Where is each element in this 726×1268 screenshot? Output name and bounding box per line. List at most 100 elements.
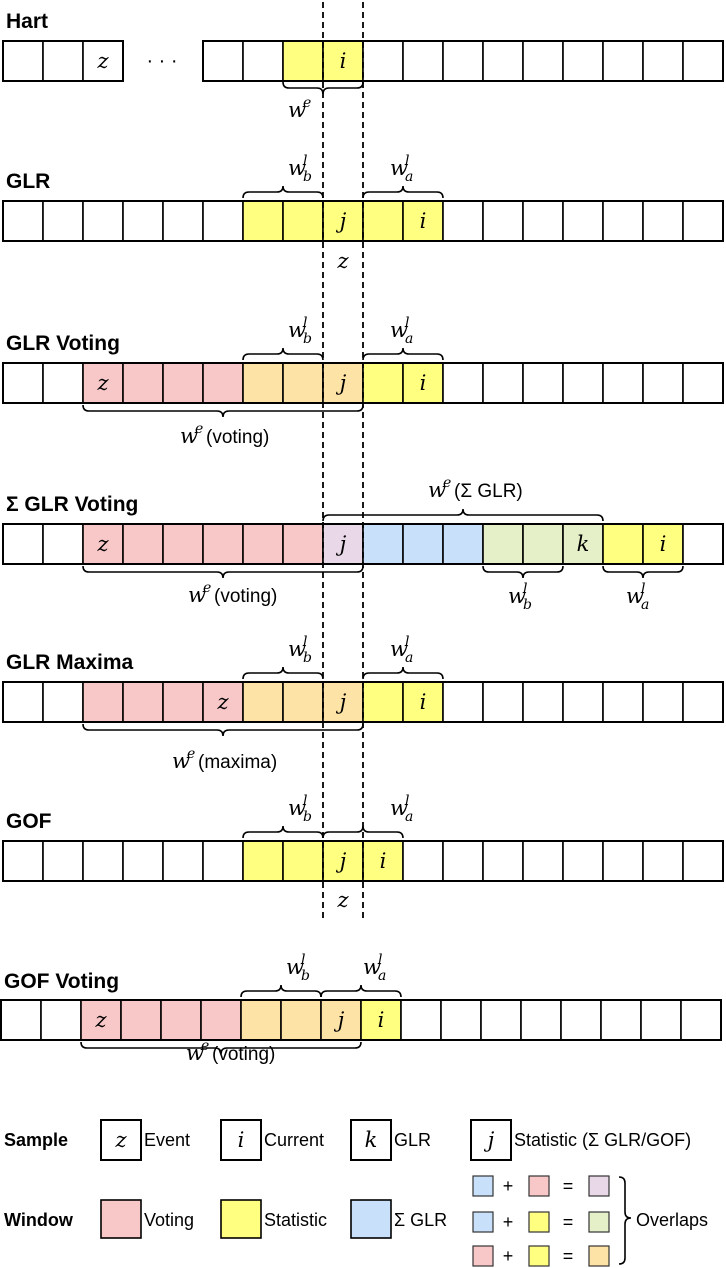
row-frame (2, 40, 124, 82)
brace-label-main: w (286, 955, 304, 979)
legend-window-swatch (220, 1199, 262, 1239)
legend-sample-box (220, 1119, 262, 1161)
window-cell (82, 681, 124, 723)
brace-label-sup: e (443, 475, 451, 491)
window-cell (162, 681, 204, 723)
window-cell (602, 523, 644, 565)
window-cell (562, 840, 604, 882)
brace-label-sub: a (405, 650, 413, 666)
window-brace (242, 825, 324, 839)
brace-label-sub: a (405, 809, 413, 825)
legend-sample-symbol: i (238, 1128, 245, 1152)
window-cell (122, 200, 164, 242)
brace-label-main: w (428, 478, 446, 502)
window-cell (42, 523, 84, 565)
legend-window-label: Σ GLR (394, 1210, 447, 1230)
window-cell (120, 999, 162, 1041)
brace-label-sup: l (303, 153, 307, 169)
sample-symbol-z: z (96, 371, 109, 395)
window-cell (562, 200, 604, 242)
window-cell (162, 840, 204, 882)
brace-label-sub: b (523, 597, 532, 613)
window-brace (82, 404, 364, 418)
window-cell (282, 362, 324, 404)
brace-label-sup: l (301, 952, 305, 968)
window-cell (282, 523, 324, 565)
row-title: GLR (6, 170, 50, 193)
event-marker-z: z (336, 249, 349, 273)
window-cell (602, 362, 644, 404)
window-cell (602, 681, 644, 723)
window-cell (42, 681, 84, 723)
window-label: we (voting) (180, 421, 269, 448)
window-brace (362, 666, 444, 680)
window-cell (522, 40, 564, 82)
overlap-swatch-b (528, 1175, 550, 1197)
window-cell (122, 681, 164, 723)
window-cell (522, 200, 564, 242)
window-label: wlb (288, 315, 312, 347)
window-brace (242, 666, 324, 680)
window-cell (2, 362, 44, 404)
overlap-swatch-result (588, 1211, 610, 1233)
legend-sample-label: Current (264, 1130, 324, 1150)
window-cell (2, 681, 44, 723)
window-label: wla (390, 153, 413, 185)
window-cell (642, 362, 684, 404)
window-cell (482, 362, 524, 404)
window-cell (282, 681, 324, 723)
row-title: Σ GLR Voting (6, 493, 138, 516)
window-label: we (voting) (186, 1038, 275, 1065)
legend-sample-symbol: z (114, 1128, 127, 1152)
sample-symbol-z: z (96, 49, 109, 73)
brace-label-sup: l (405, 793, 409, 809)
legend-sample-title: Sample (4, 1130, 68, 1150)
window-cell (202, 362, 244, 404)
brace-label-suffix: (maxima) (198, 752, 277, 773)
overlap-plus: + (503, 1212, 514, 1232)
window-brace (80, 1041, 362, 1055)
window-brace (242, 185, 324, 199)
window-cell (202, 840, 244, 882)
row-frame (2, 840, 724, 882)
brace-label-sup: l (405, 315, 409, 331)
legend-sample-label: Event (144, 1130, 190, 1150)
window-cell (682, 200, 724, 242)
window-cell (682, 523, 724, 565)
window-brace (240, 984, 322, 998)
window-cell (522, 840, 564, 882)
brace-label-sup: e (201, 1038, 209, 1054)
window-cell (562, 362, 604, 404)
window-cell (82, 200, 124, 242)
window-cell (400, 999, 442, 1041)
brace-label-main: w (180, 424, 198, 448)
brace-label-suffix: (voting) (206, 427, 269, 448)
row-frame (0, 999, 722, 1041)
window-cell (442, 840, 484, 882)
brace-label-main: w (508, 584, 526, 608)
window-cell (682, 40, 724, 82)
brace-label-sub: a (378, 968, 386, 984)
brace-label-sup: e (187, 746, 195, 762)
brace-label-main: w (288, 98, 306, 122)
overlap-plus: + (503, 1246, 514, 1266)
window-cell (242, 681, 284, 723)
sample-symbol-i: i (420, 209, 427, 233)
row-frame (202, 40, 724, 82)
event-marker-z: z (336, 888, 349, 912)
brace-label-sup: l (303, 315, 307, 331)
window-cell (680, 999, 722, 1041)
brace-label-sub: b (303, 331, 312, 347)
window-cell (40, 999, 82, 1041)
sample-symbol-j: j (336, 209, 347, 233)
window-cell (122, 523, 164, 565)
legend-window-label: Statistic (264, 1210, 327, 1230)
window-label: wla (390, 315, 413, 347)
sample-symbol-j: j (336, 371, 347, 395)
sample-symbol-i: i (420, 371, 427, 395)
window-cell (242, 840, 284, 882)
window-cell (402, 523, 444, 565)
window-label: wlb (288, 634, 312, 666)
